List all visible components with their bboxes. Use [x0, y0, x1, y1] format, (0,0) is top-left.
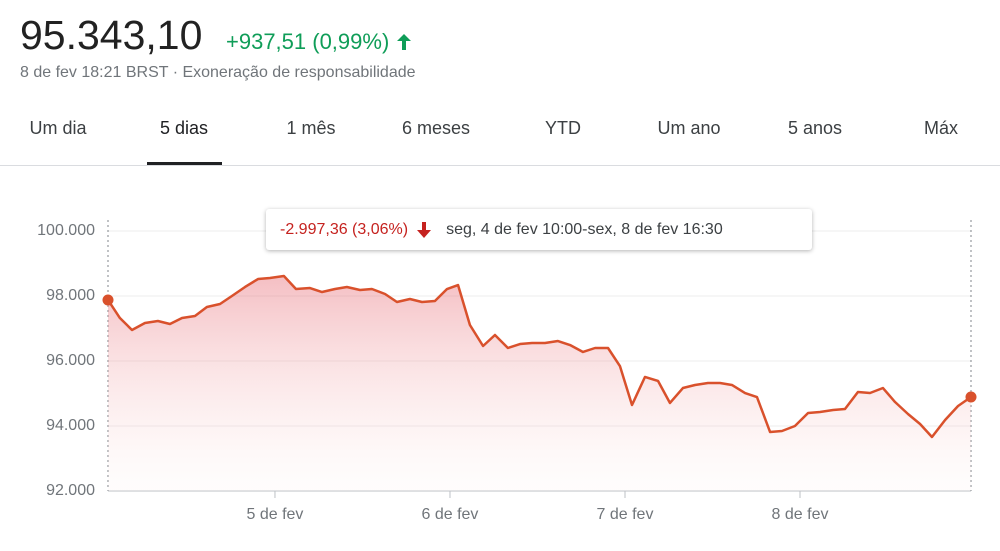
x-tick-label: 7 de fev [597, 506, 654, 523]
x-tick-label: 5 de fev [246, 506, 303, 523]
y-tick-label: 100.000 [37, 222, 95, 239]
tooltip-period: seg, 4 de fev 10:00-sex, 8 de fev 16:30 [446, 220, 723, 238]
tab-bar: Um dia 5 dias 1 mês 6 meses YTD Um ano 5 anos M… [0, 108, 1000, 166]
change-text: +937,51 (0,99%) [226, 29, 390, 54]
price-line [106, 274, 972, 439]
tab-underline [147, 162, 222, 165]
end-dot [965, 391, 977, 403]
y-tick-label: 98.000 [46, 287, 95, 304]
x-tick-label: 8 de fev [772, 506, 829, 523]
tab[interactable]: YTD [545, 118, 581, 138]
up-arrow [397, 34, 412, 50]
x-tick-label: 6 de fev [422, 506, 479, 523]
change: +937,51 (0,99%) [226, 29, 413, 55]
tab[interactable]: 5 anos [787, 118, 843, 138]
end-dot [102, 294, 114, 306]
tab[interactable]: Um dia [29, 118, 87, 138]
y-tick-label: 92.000 [46, 482, 95, 499]
tab[interactable]: 6 meses [401, 118, 471, 138]
tab[interactable]: Máx [923, 118, 959, 138]
subtitle: 8 de fev 18:21 BRST · Exoneração de resp… [20, 64, 416, 81]
tooltip: -2.997,36 (3,06%) seg, 4 de fev 10:00-se… [266, 209, 812, 250]
tab[interactable]: 1 mês [286, 118, 336, 138]
price: 95.343,10 [20, 12, 203, 58]
down-arrow [417, 221, 432, 238]
y-tick-label: 94.000 [46, 417, 95, 434]
tooltip-change: -2.997,36 (3,06%) [280, 220, 409, 238]
tab[interactable]: Um ano [657, 118, 721, 138]
area-fill [108, 276, 971, 491]
tab[interactable]: 5 dias [159, 118, 209, 138]
y-tick-label: 96.000 [46, 352, 95, 369]
